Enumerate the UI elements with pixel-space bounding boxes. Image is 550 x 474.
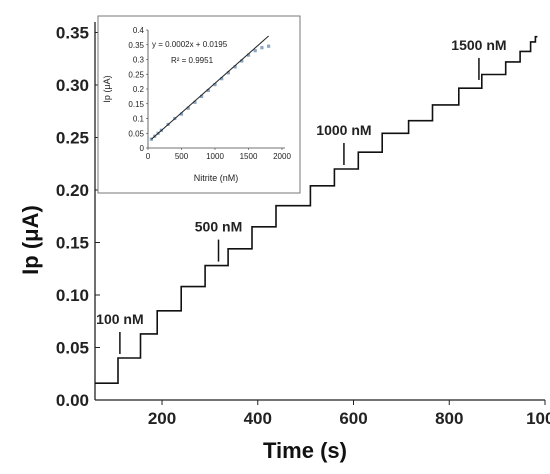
inset-data-point xyxy=(253,49,257,53)
inset-y-tick-label: 0.15 xyxy=(128,100,144,109)
inset-x-tick-label: 0 xyxy=(146,152,151,161)
inset-data-point xyxy=(260,46,264,50)
inset-frame xyxy=(97,15,301,194)
inset-data-point xyxy=(240,59,244,63)
inset-x-tick-label: 1000 xyxy=(206,152,224,161)
inset-x-tick-labels: 0 500 1000 1500 2000 xyxy=(146,148,291,161)
inset-data-point xyxy=(206,88,210,93)
inset-y-tick-labels: 0 0.05 0.1 0.15 0.2 0.25 0.3 0.35 0.4 xyxy=(128,26,148,153)
inset-y-tick-label: 0.3 xyxy=(133,56,145,65)
inset-equation: y = 0.0002x + 0.0195 xyxy=(152,40,228,49)
inset-x-tick-label: 1500 xyxy=(240,152,258,161)
main-chart: 0.000.050.100.150.200.250.300.35 200 400 6… xyxy=(18,22,550,463)
inset-data-point xyxy=(233,65,237,69)
y-tick-label: 0.35 xyxy=(56,24,89,43)
inset-fit-line xyxy=(151,35,269,140)
y-tick-label: 0.25 xyxy=(56,129,89,148)
y-tick-label: 0.00 xyxy=(56,391,89,410)
inset-data-point xyxy=(246,53,251,57)
inset-y-tick-label: 0.25 xyxy=(128,70,144,79)
x-tick-label: 800 xyxy=(435,409,463,428)
annotation-label: 100 nM xyxy=(96,311,143,327)
y-tick-label: 0.15 xyxy=(56,234,89,253)
y-axis-title: Ip (μA) xyxy=(18,205,43,275)
x-tick-label: 200 xyxy=(148,409,176,428)
y-tick-labels: 0.00 0.05 0.10 0.15 0.20 0.25 0.30 0.35 xyxy=(56,24,100,410)
y-tick-label: 0.30 xyxy=(56,76,89,95)
inset-data-point xyxy=(200,94,204,98)
annotation-label: 1000 nM xyxy=(316,122,371,138)
inset-data-point xyxy=(220,77,224,81)
x-tick-label: 400 xyxy=(244,409,272,428)
concentration-annotations: 100 nM 500 nM 1000 nM 1500 nM xyxy=(96,37,507,354)
inset-y-tick-label: 0.35 xyxy=(128,41,144,50)
inset-y-tick-label: 0.1 xyxy=(133,115,145,124)
inset-chart: 0 0.05 0.1 0.15 0.2 0.25 0.3 0.35 0.4 0 500 1000 15… xyxy=(97,15,301,194)
inset-data-point xyxy=(226,71,230,75)
y-tick-label: 0.10 xyxy=(56,286,89,305)
inset-data-point xyxy=(193,100,197,104)
inset-r-squared: R² = 0.9951 xyxy=(171,56,214,65)
x-tick-label: 1000 xyxy=(526,409,550,428)
inset-data-point xyxy=(267,44,271,48)
inset-data-point xyxy=(179,112,184,116)
inset-x-tick-label: 2000 xyxy=(273,152,291,161)
inset-y-tick-label: 0.05 xyxy=(128,129,144,138)
y-tick-label: 0.05 xyxy=(56,339,89,358)
inset-data-point xyxy=(213,83,217,87)
x-tick-label: 600 xyxy=(339,409,367,428)
x-tick-labels: 200 400 600 800 1000 xyxy=(148,400,550,428)
inset-y-tick-label: 0.4 xyxy=(133,26,145,35)
inset-data-point xyxy=(186,106,190,110)
x-axis-title: Time (s) xyxy=(263,438,347,463)
inset-y-tick-label: 0 xyxy=(140,144,145,153)
y-tick-label: 0.20 xyxy=(56,181,89,200)
current-trace xyxy=(95,35,538,384)
inset-x-tick-label: 500 xyxy=(175,152,189,161)
inset-x-axis-title: Nitrite (nM) xyxy=(194,173,239,183)
annotation-label: 500 nM xyxy=(195,219,242,235)
inset-y-tick-label: 0.2 xyxy=(133,85,145,94)
annotation-label: 1500 nM xyxy=(451,37,506,53)
inset-y-axis-title: Ip (μA) xyxy=(102,75,112,102)
